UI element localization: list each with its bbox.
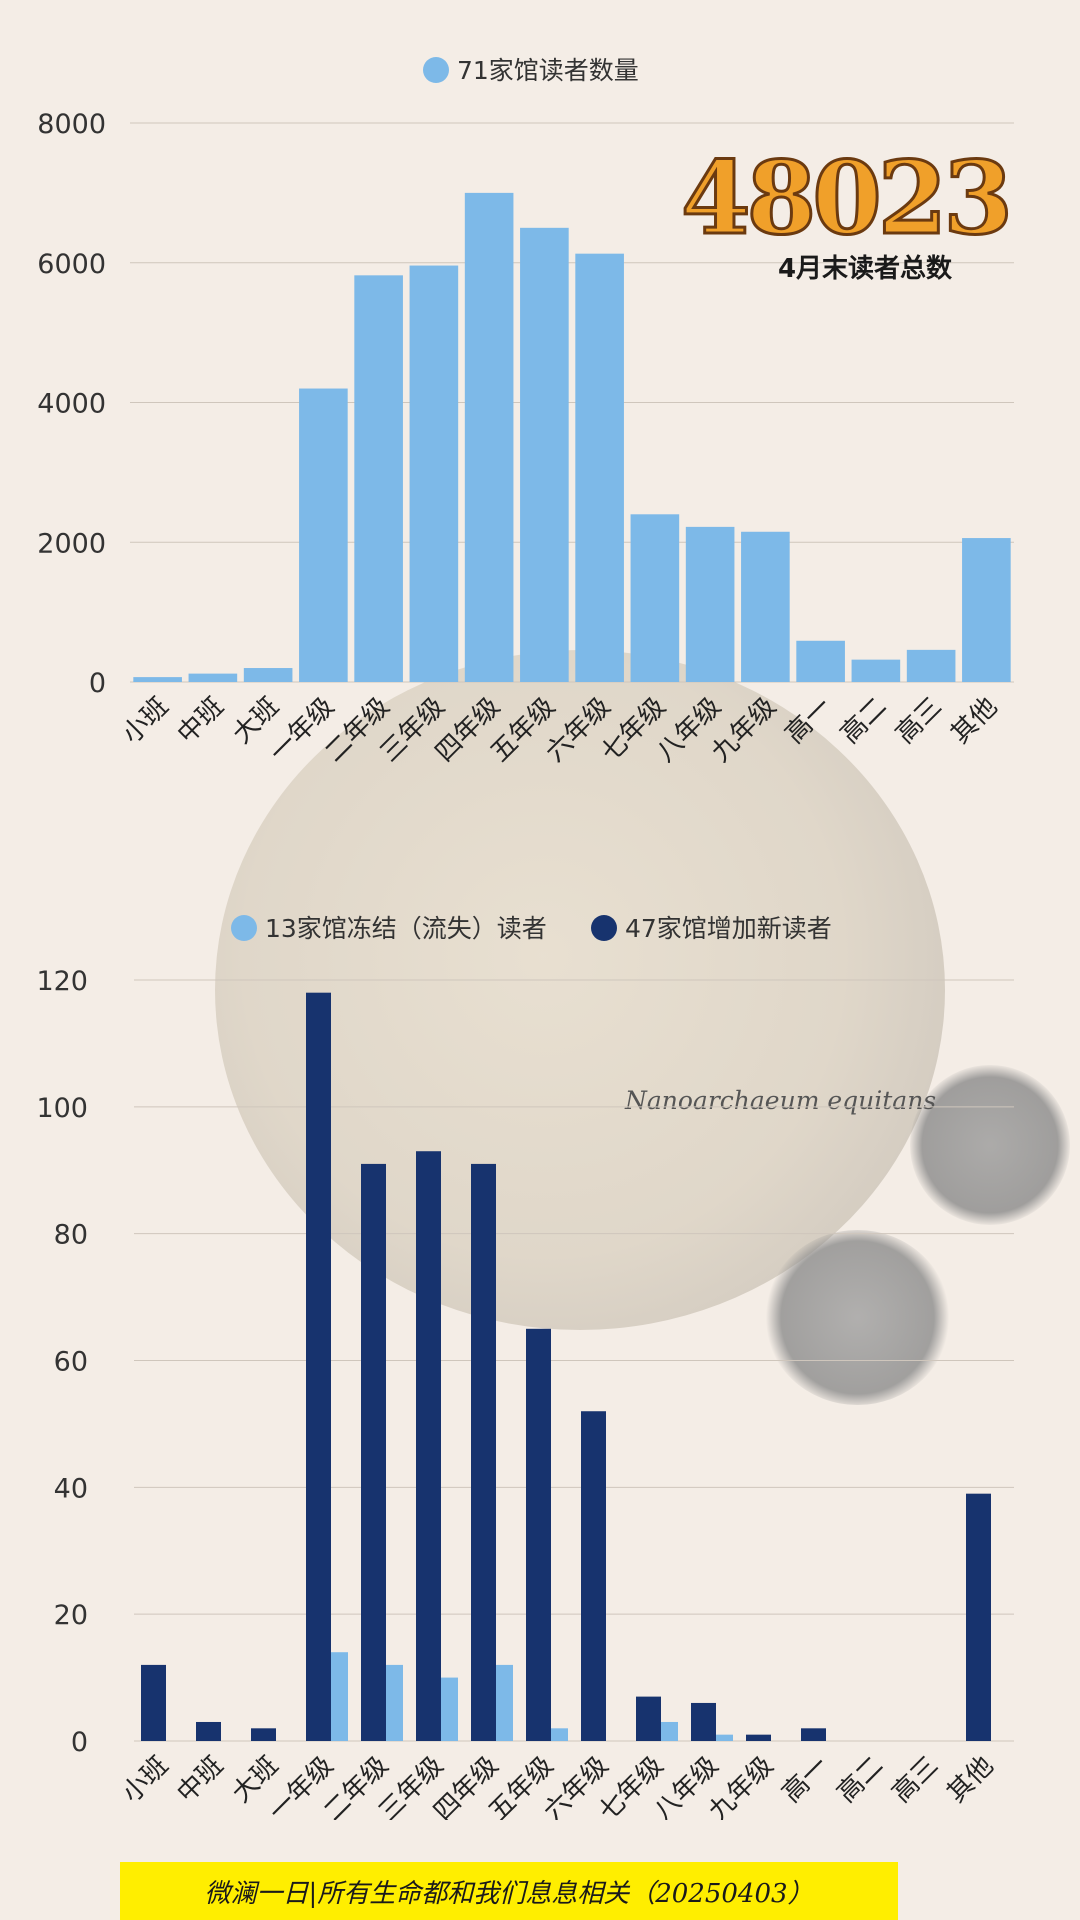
x-tick-label: 其他 <box>945 692 1003 750</box>
x-tick-label: 高一 <box>776 1751 834 1809</box>
bar <box>409 265 459 682</box>
y-tick-label: 40 <box>54 1473 88 1504</box>
y-tick-label: 4000 <box>37 389 106 420</box>
x-tick-label: 其他 <box>941 1751 999 1809</box>
bar <box>685 526 735 682</box>
y-tick-label: 0 <box>89 668 106 699</box>
x-tick-label: 高三 <box>890 692 948 750</box>
bar <box>361 1163 386 1741</box>
bar <box>906 649 956 682</box>
bar <box>966 1493 991 1741</box>
bar <box>630 514 680 682</box>
bar <box>416 1151 441 1741</box>
bar <box>575 253 624 682</box>
bar <box>141 1664 166 1741</box>
bar <box>133 677 182 682</box>
footer-banner: 微澜一日|所有生命都和我们息息相关（20250403） <box>120 1862 898 1920</box>
bar <box>251 1728 276 1741</box>
bar <box>306 992 331 1741</box>
total-readers-number: 48023 <box>680 139 1015 257</box>
legend-label: 13家馆冻结（流失）读者 <box>265 914 547 943</box>
bar <box>354 275 403 682</box>
x-tick-label: 高二 <box>835 692 893 750</box>
y-tick-label: 20 <box>54 1600 88 1631</box>
cell-illustration-large <box>215 650 945 1330</box>
y-tick-label: 6000 <box>37 249 106 280</box>
x-tick-label: 高二 <box>831 1751 889 1809</box>
bar <box>471 1163 496 1741</box>
bar <box>196 1721 221 1741</box>
x-tick-label: 高一 <box>780 692 838 750</box>
total-readers-caption: 4月末读者总数 <box>777 254 953 284</box>
legend-marker <box>423 57 449 83</box>
y-tick-label: 2000 <box>37 528 106 559</box>
x-tick-label: 中班 <box>172 692 230 750</box>
bar <box>299 388 348 682</box>
x-tick-label: 高三 <box>886 1751 944 1809</box>
footer-text: 微澜一日|所有生命都和我们息息相关（20250403） <box>204 1878 814 1909</box>
species-label: Nanoarchaeum equitans <box>625 1086 937 1115</box>
bar <box>464 192 514 682</box>
x-tick-label: 九年级 <box>703 1751 779 1820</box>
bar <box>526 1328 551 1741</box>
bar <box>962 538 1011 682</box>
legend-marker <box>591 915 617 941</box>
y-tick-label: 0 <box>71 1727 88 1758</box>
y-tick-label: 80 <box>54 1220 88 1251</box>
bar <box>691 1702 716 1741</box>
legend-label: 47家馆增加新读者 <box>625 914 832 943</box>
bar <box>188 673 238 682</box>
reader-count-chart: 02000400060008000小班中班大班一年级二年级三年级四年级五年级六年… <box>37 56 1014 768</box>
bar <box>851 659 901 682</box>
reader-change-chart: 020406080100120小班中班大班一年级二年级三年级四年级五年级六年级七… <box>36 914 1014 1820</box>
x-tick-label: 小班 <box>117 692 175 750</box>
x-tick-label: 中班 <box>171 1751 229 1809</box>
cell-illustration-small-2 <box>765 1230 950 1405</box>
legend-label: 71家馆读者数量 <box>457 56 639 85</box>
legend-marker <box>231 915 257 941</box>
y-tick-label: 60 <box>54 1347 88 1378</box>
x-tick-label: 九年级 <box>706 692 782 768</box>
bar <box>801 1728 826 1741</box>
bar <box>581 1411 606 1741</box>
cell-illustration-small-1 <box>910 1065 1070 1225</box>
bar <box>741 531 790 682</box>
bar <box>708 1734 733 1741</box>
x-tick-label: 小班 <box>116 1751 174 1809</box>
y-tick-label: 8000 <box>37 109 106 140</box>
bar <box>636 1696 661 1741</box>
bar <box>746 1734 771 1741</box>
y-tick-label: 120 <box>36 966 88 997</box>
bar <box>796 640 845 682</box>
bar <box>520 227 569 682</box>
y-tick-label: 100 <box>36 1093 88 1124</box>
bar <box>243 668 293 682</box>
